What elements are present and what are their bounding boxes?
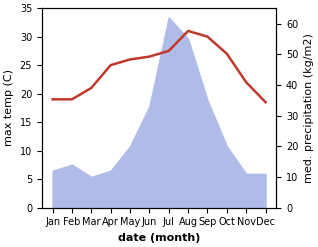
- Y-axis label: med. precipitation (kg/m2): med. precipitation (kg/m2): [304, 33, 314, 183]
- Y-axis label: max temp (C): max temp (C): [4, 69, 14, 146]
- X-axis label: date (month): date (month): [118, 233, 200, 243]
